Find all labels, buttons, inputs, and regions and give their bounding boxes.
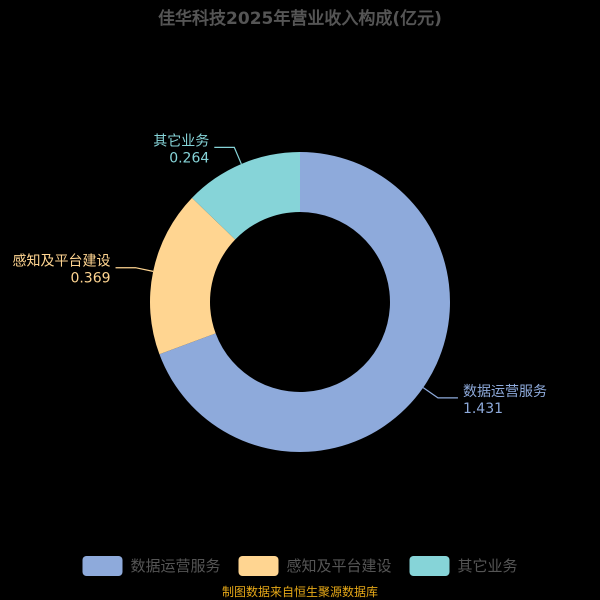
legend-label-2: 感知及平台建设 <box>287 557 392 575</box>
leader-line-1 <box>422 387 458 399</box>
slice-2 <box>150 197 236 355</box>
legend-swatch-2 <box>238 556 279 576</box>
legend-swatch-1 <box>82 556 123 576</box>
legend: 数据运营服务 感知及平台建设 其它业务 <box>82 556 518 576</box>
slice-value-3: 0.264 <box>169 150 209 166</box>
slice-value-2: 0.369 <box>70 271 110 287</box>
chart-title: 佳华科技2025年营业收入构成(亿元) <box>158 8 442 29</box>
leader-line-2 <box>115 267 154 272</box>
slice-1 <box>159 152 450 452</box>
slice-label-1: 数据运营服务 <box>463 384 547 400</box>
legend-label-3: 其它业务 <box>458 557 518 575</box>
leader-lines <box>115 146 458 399</box>
leader-line-3 <box>214 146 242 165</box>
slice-label-2: 感知及平台建设 <box>13 253 111 270</box>
donut-slices <box>150 152 450 452</box>
source-note: 制图数据来自恒生聚源数据库 <box>222 584 378 599</box>
slice-value-1: 1.431 <box>463 401 503 417</box>
legend-label-1: 数据运营服务 <box>131 557 221 575</box>
slice-3 <box>192 152 300 240</box>
legend-swatch-3 <box>409 556 450 576</box>
slice-label-3: 其它业务 <box>153 132 209 149</box>
